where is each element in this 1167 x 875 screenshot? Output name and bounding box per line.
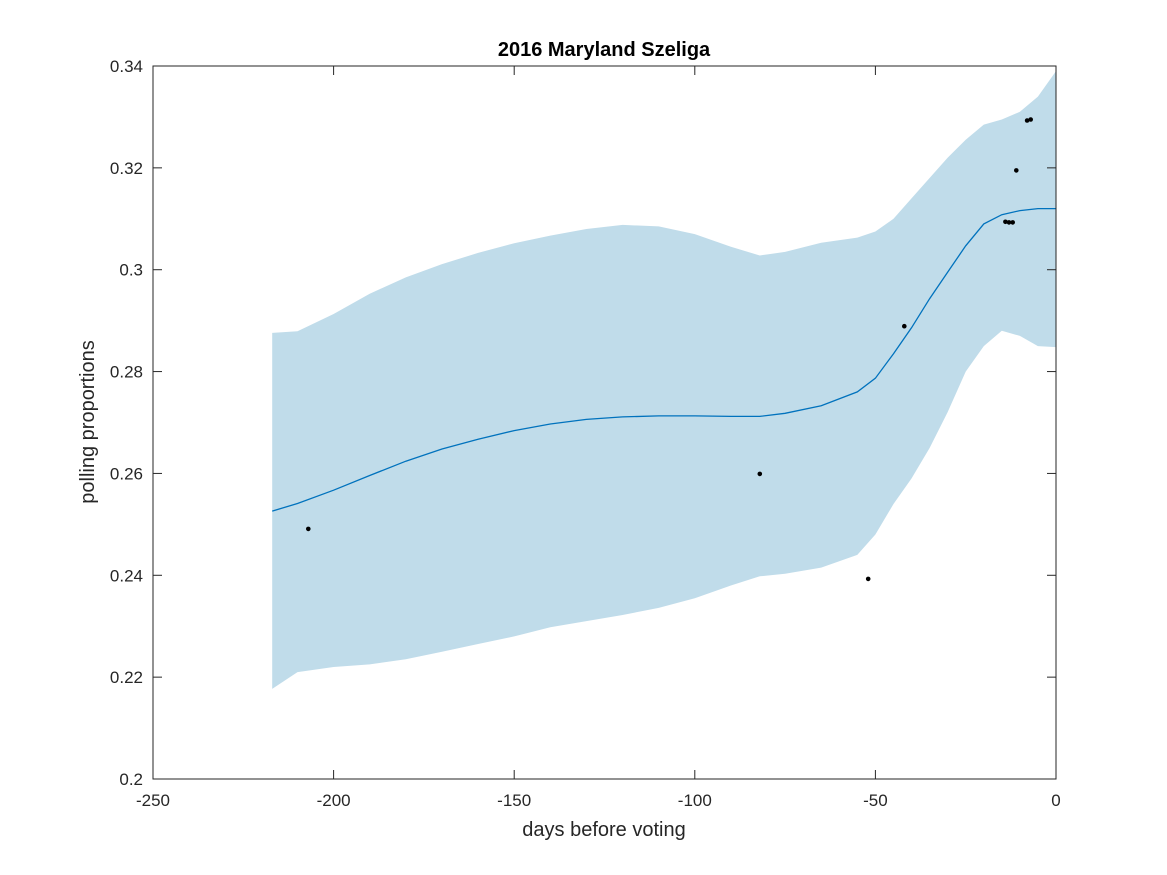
y-tick-label: 0.22	[110, 668, 143, 687]
x-tick-label: -200	[317, 791, 351, 810]
y-tick-label: 0.28	[110, 363, 143, 382]
x-tick-label: -150	[497, 791, 531, 810]
axes-box	[152, 65, 1057, 780]
y-axis-title: polling proportions	[77, 340, 99, 503]
data-point	[865, 576, 871, 582]
data-point	[1006, 220, 1012, 225]
y-tick-label: 0.2	[119, 770, 143, 789]
data-point	[902, 323, 907, 329]
confidence-band	[272, 71, 1056, 689]
trend-line	[272, 207, 1056, 512]
data-point	[306, 526, 311, 532]
data-point	[1028, 117, 1033, 122]
axes: -250 -200 -150 -100 -50 0 0.2 0.22 0.24 0.26 0.28 0…	[110, 57, 1061, 810]
data-point	[757, 471, 763, 477]
y-tick-label: 0.3	[119, 261, 143, 280]
y-tick-label: 0.34	[110, 57, 143, 76]
plot-area	[272, 71, 1056, 689]
x-tick-label: -50	[863, 791, 888, 810]
x-tick-label: -100	[678, 791, 712, 810]
y-tick-label: 0.32	[110, 159, 143, 178]
x-tick-label: 0	[1051, 791, 1060, 810]
data-point	[1014, 168, 1019, 173]
chart-title: 2016 Maryland Szeliga	[498, 39, 711, 61]
data-point	[1010, 220, 1015, 225]
x-tick-label: -250	[136, 791, 170, 810]
x-axis-title: days before voting	[522, 819, 685, 841]
data-point	[1003, 219, 1008, 225]
y-tick-label: 0.26	[110, 464, 143, 483]
data-point	[1024, 118, 1030, 123]
y-tick-label: 0.24	[110, 566, 143, 585]
